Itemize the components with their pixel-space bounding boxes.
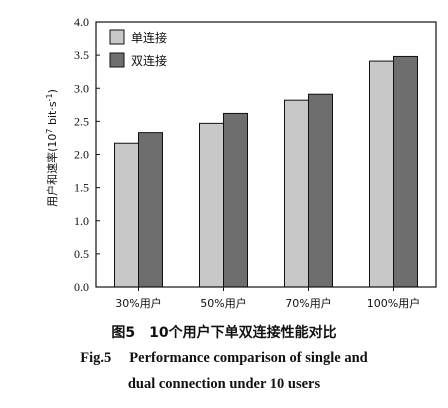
x-tick-label: 100%用户 bbox=[367, 296, 420, 310]
figure-title-line1: Performance comparison of single and bbox=[129, 350, 368, 366]
legend-label-single: 单连接 bbox=[131, 30, 167, 45]
figure-caption-chinese: 图5 10个用户下单双连接性能对比 bbox=[111, 325, 337, 341]
bar-single-1 bbox=[199, 122, 224, 288]
bar-single-3 bbox=[369, 60, 394, 288]
bar-single-2 bbox=[284, 99, 309, 288]
y-axis-label: 用户和速率(107 bit·s-1) bbox=[45, 89, 59, 207]
figure-caption-english-line2: dual connection under 10 users bbox=[127, 376, 321, 392]
legend-swatch-dual bbox=[109, 52, 125, 68]
figure-number: Fig.5 bbox=[80, 350, 112, 366]
bar-dual-2 bbox=[308, 93, 333, 288]
legend-swatch-single bbox=[109, 29, 125, 45]
y-tick-label: 3.5 bbox=[74, 48, 89, 62]
y-tick-label: 0.0 bbox=[74, 280, 89, 294]
bar-single-0 bbox=[114, 142, 139, 288]
axes-layer: 30%用户 50%用户 70%用户 100%用户 0.0 0.5 1.0 1.5 2.0 2.5 3… bbox=[74, 15, 437, 310]
bar-dual-1 bbox=[223, 112, 248, 288]
y-tick-label: 1.0 bbox=[74, 214, 89, 228]
x-tick-label: 50%用户 bbox=[200, 296, 246, 310]
y-tick-label: 2.0 bbox=[74, 148, 89, 162]
bar-chart: 30%用户 50%用户 70%用户 100%用户 0.0 0.5 1.0 1.5 2.0 2.5 3… bbox=[45, 15, 437, 310]
y-tick-label: 0.5 bbox=[74, 247, 89, 261]
bar-dual-0 bbox=[138, 132, 163, 288]
legend-label-dual: 双连接 bbox=[131, 53, 167, 68]
x-tick-label: 70%用户 bbox=[285, 296, 331, 310]
x-tick-label: 30%用户 bbox=[115, 296, 161, 310]
figure-caption-english-line1: Fig.5 Performance comparison of single an… bbox=[0, 350, 448, 367]
y-tick-label: 4.0 bbox=[74, 15, 89, 29]
y-tick-label: 1.5 bbox=[74, 181, 89, 195]
bar-dual-3 bbox=[393, 55, 418, 288]
y-tick-label: 3.0 bbox=[74, 81, 89, 95]
bars-layer bbox=[114, 55, 418, 288]
y-tick-label: 2.5 bbox=[74, 114, 89, 128]
